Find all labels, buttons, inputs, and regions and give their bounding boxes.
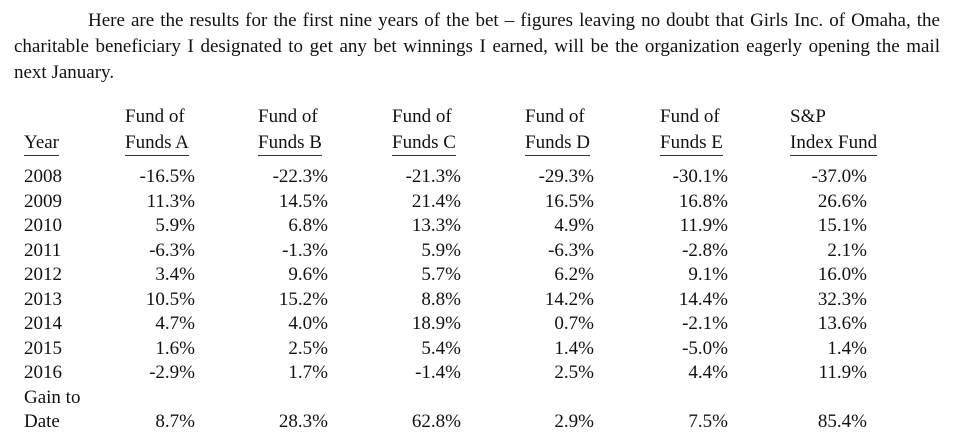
- value: 14.2%: [544, 288, 594, 310]
- value: 26.6%: [817, 190, 867, 212]
- year-header: Year: [24, 132, 60, 156]
- year: 2013: [24, 288, 62, 310]
- column-header: Fund of: [660, 106, 720, 127]
- value: 21.4%: [411, 190, 461, 212]
- value: 16.0%: [817, 264, 867, 285]
- value: 11.9%: [818, 362, 867, 383]
- column-header: Index Fund: [790, 132, 878, 156]
- total-value: 62.8%: [411, 411, 461, 432]
- total-value: 7.5%: [688, 411, 728, 432]
- column-header: Fund of: [125, 106, 185, 127]
- value: 4.4%: [688, 362, 728, 383]
- value: -16.5%: [139, 166, 195, 187]
- total-value: 28.3%: [278, 411, 328, 432]
- value: 16.8%: [678, 190, 728, 212]
- value: 1.4%: [554, 337, 594, 359]
- column-header: Funds A: [125, 132, 189, 156]
- value: 0.7%: [554, 313, 594, 334]
- value: 13.6%: [817, 313, 867, 334]
- value: 15.1%: [817, 215, 867, 236]
- total-value: 8.7%: [155, 411, 195, 432]
- value: 11.9%: [679, 215, 728, 236]
- value: -1.4%: [415, 362, 461, 383]
- total-value: 85.4%: [817, 411, 867, 432]
- value: -1.3%: [282, 239, 328, 261]
- value: 10.5%: [145, 288, 195, 310]
- column-header: Funds D: [525, 132, 590, 156]
- value: 4.9%: [554, 215, 594, 236]
- value: 2.5%: [554, 362, 594, 383]
- year: 2009: [24, 190, 62, 212]
- value: 6.2%: [554, 264, 594, 285]
- value: 9.1%: [688, 264, 728, 285]
- year: 2014: [24, 313, 62, 334]
- value: -2.1%: [682, 313, 728, 334]
- value: -30.1%: [672, 166, 728, 187]
- value: 32.3%: [817, 288, 867, 310]
- value: 16.5%: [544, 190, 594, 212]
- value: -5.0%: [682, 337, 728, 359]
- value: 2.5%: [288, 337, 328, 359]
- column-header: Funds C: [392, 132, 456, 156]
- value: 4.0%: [288, 313, 328, 334]
- value: 14.4%: [678, 288, 728, 310]
- value: -6.3%: [548, 239, 594, 261]
- value: 5.9%: [421, 239, 461, 261]
- value: 15.2%: [278, 288, 328, 310]
- value: -2.9%: [149, 362, 195, 383]
- column-header: Fund of: [258, 106, 318, 127]
- value: 1.7%: [288, 362, 328, 383]
- value: 3.4%: [155, 264, 195, 285]
- value: 5.4%: [421, 337, 461, 359]
- value: 6.8%: [288, 215, 328, 236]
- year: 2015: [24, 337, 62, 359]
- value: 1.4%: [827, 337, 867, 359]
- year: 2012: [24, 264, 62, 285]
- value: 13.3%: [411, 215, 461, 236]
- value: -37.0%: [811, 166, 867, 187]
- paragraph: Here are the results for the first nine …: [14, 10, 940, 83]
- value: 2.1%: [827, 239, 867, 261]
- year: 2008: [24, 166, 62, 187]
- value: -29.3%: [538, 166, 594, 187]
- value: -2.8%: [682, 239, 728, 261]
- value: 14.5%: [278, 190, 328, 212]
- year: 2011: [24, 239, 62, 261]
- value: -21.3%: [405, 166, 461, 187]
- value: 11.3%: [146, 190, 195, 212]
- column-header: S&P: [790, 106, 826, 127]
- total-label: Date: [24, 411, 60, 432]
- value: -22.3%: [272, 166, 328, 187]
- column-header: Funds B: [258, 132, 322, 156]
- value: 4.7%: [155, 313, 195, 334]
- column-header: Fund of: [525, 106, 585, 127]
- value: 1.6%: [155, 337, 195, 359]
- value: 8.8%: [421, 288, 461, 310]
- value: -6.3%: [149, 239, 195, 261]
- value: 9.6%: [288, 264, 328, 285]
- year: 2016: [24, 362, 62, 383]
- year: 2010: [24, 215, 62, 236]
- total-value: 2.9%: [554, 411, 594, 432]
- value: 5.9%: [155, 215, 195, 236]
- value: 18.9%: [411, 313, 461, 334]
- total-label: Gain to: [24, 386, 81, 408]
- column-header: Funds E: [660, 132, 723, 156]
- value: 5.7%: [421, 264, 461, 285]
- column-header: Fund of: [392, 106, 452, 127]
